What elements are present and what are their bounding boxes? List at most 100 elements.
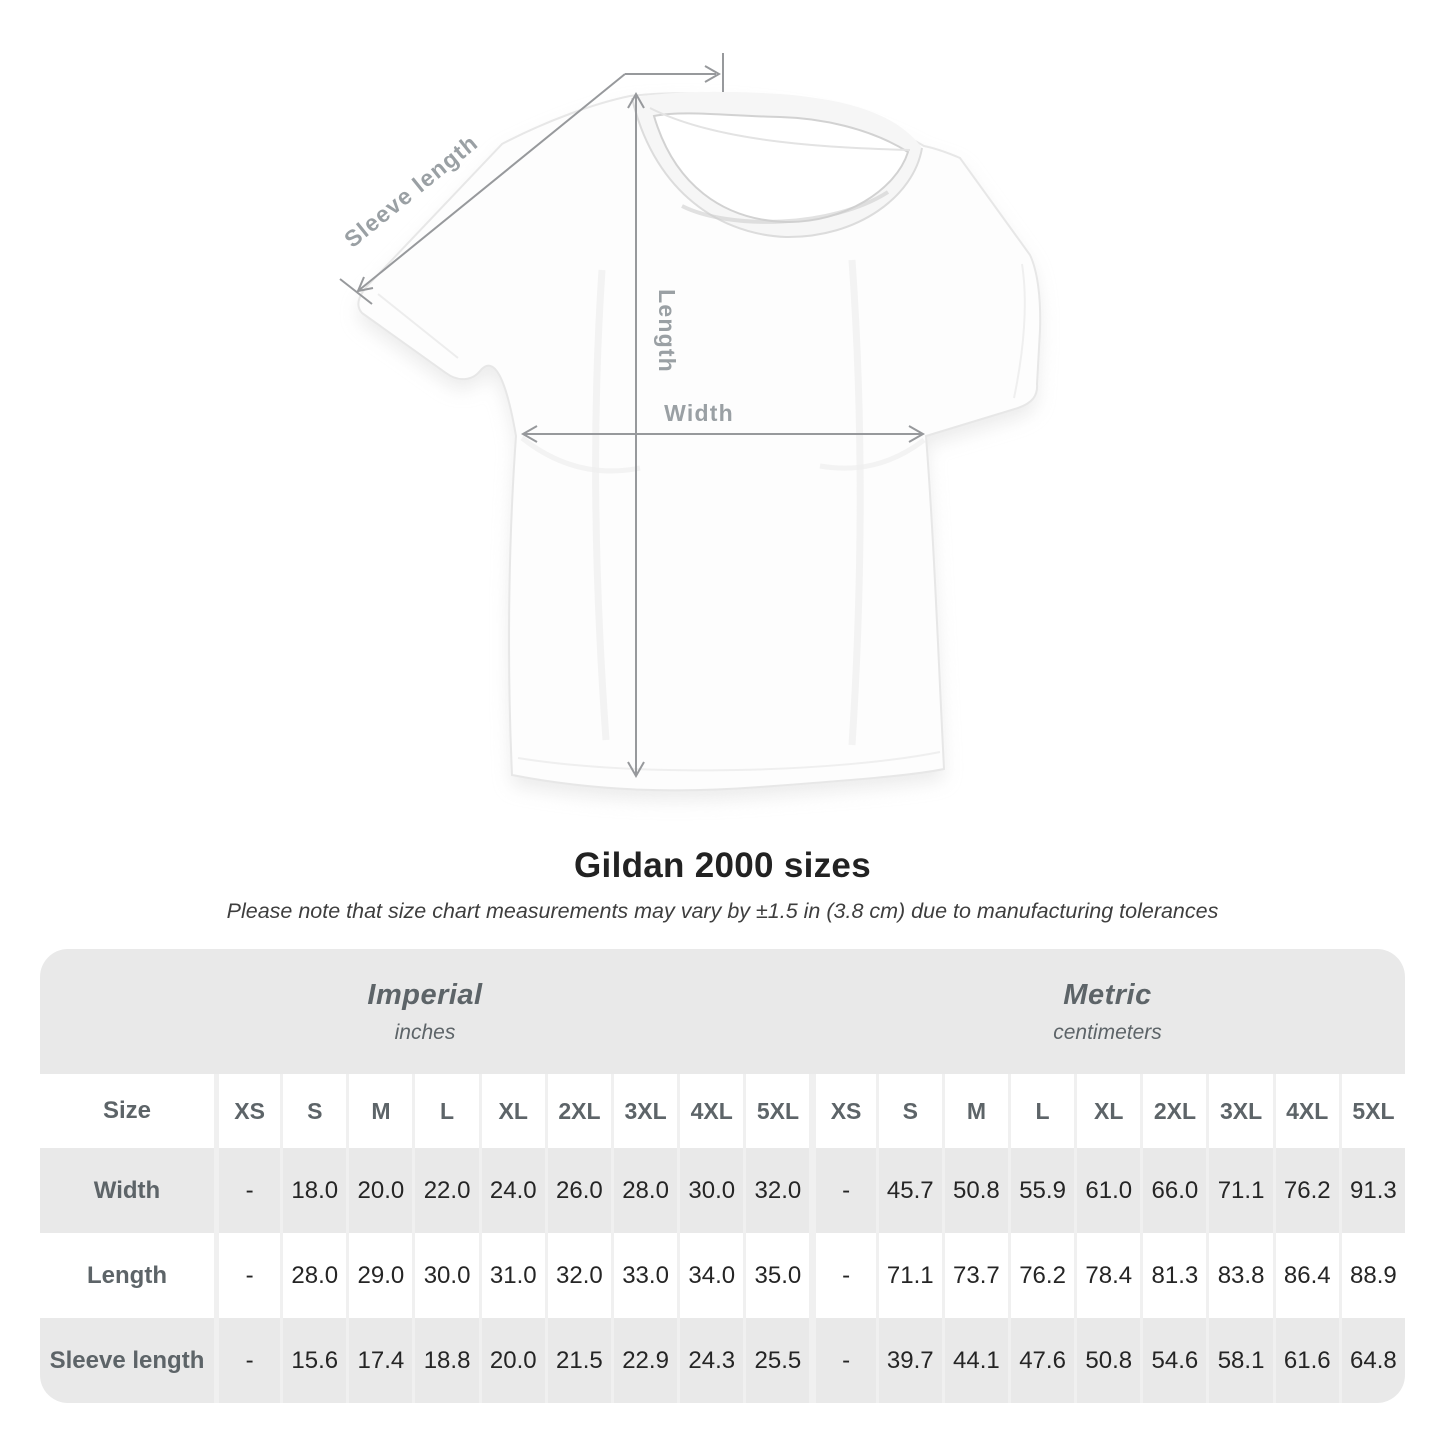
table-cell: 18.8 (412, 1318, 478, 1403)
table-cell: 61.0 (1074, 1148, 1140, 1233)
table-cell: 32.0 (743, 1148, 809, 1233)
table-cell: 20.0 (478, 1318, 545, 1403)
width-row: Width - 18.0 20.0 22.0 24.0 26.0 28.0 30… (40, 1148, 1405, 1233)
table-cell: 64.8 (1338, 1318, 1405, 1403)
size-header: 2XL (544, 1074, 611, 1148)
left-cuff-seam (377, 293, 459, 359)
size-header: XL (1074, 1074, 1140, 1148)
table-cell: 45.7 (875, 1148, 942, 1233)
table-cell: 58.1 (1206, 1318, 1272, 1403)
table-cell: 26.0 (544, 1148, 611, 1233)
page-title: Gildan 2000 sizes (574, 846, 871, 885)
table-cell: 55.9 (1007, 1148, 1074, 1233)
table-cell: 33.0 (610, 1233, 677, 1318)
row-label-length: Length (87, 1261, 167, 1289)
table-cell: 30.0 (677, 1148, 743, 1233)
table-cell: 39.7 (875, 1318, 942, 1403)
size-header: M (941, 1074, 1008, 1148)
table-cell: 31.0 (478, 1233, 545, 1318)
table-cell: 78.4 (1074, 1233, 1140, 1318)
collar-inner-seam (652, 112, 910, 224)
size-header: 2XL (1140, 1074, 1206, 1148)
table-cell: 76.2 (1007, 1233, 1074, 1318)
tshirt-photo (357, 91, 1042, 792)
table-cell: - (809, 1318, 875, 1403)
fold-line-left (592, 269, 610, 741)
hem-seam (517, 751, 941, 772)
table-cell: 28.0 (280, 1233, 346, 1318)
imperial-section-header: Imperial inches (40, 949, 810, 1074)
table-cell: 25.5 (743, 1318, 809, 1403)
table-cell: 83.8 (1206, 1233, 1272, 1318)
table-cell: 71.1 (1206, 1148, 1272, 1233)
size-header: XS (809, 1074, 875, 1148)
table-cell: 66.0 (1140, 1148, 1206, 1233)
size-header: 4XL (1272, 1074, 1339, 1148)
table-cell: 86.4 (1272, 1233, 1339, 1318)
table-cell: 17.4 (346, 1318, 412, 1403)
size-column-header: Size (102, 1097, 152, 1124)
row-label-sleeve-length: Sleeve length (49, 1346, 205, 1374)
table-cell: 47.6 (1007, 1318, 1074, 1403)
table-cell: 34.0 (677, 1233, 743, 1318)
table-cell: 44.1 (941, 1318, 1008, 1403)
size-header: L (412, 1074, 478, 1148)
right-cuff-seam (1013, 263, 1026, 399)
size-chart-table: Imperial inches Metric centimeters Size … (40, 949, 1405, 1403)
size-header: M (346, 1074, 412, 1148)
size-header-row: Size XS S M L XL 2XL 3XL 4XL 5XL XS S M … (40, 1074, 1405, 1148)
table-cell: 30.0 (412, 1233, 478, 1318)
row-label-width: Width (93, 1176, 161, 1204)
table-cell: - (214, 1233, 280, 1318)
length-dimension-label: Length (654, 289, 680, 373)
table-cell: 29.0 (346, 1233, 412, 1318)
size-header: XS (214, 1074, 280, 1148)
width-dimension-line (520, 425, 926, 443)
table-cell: 24.3 (677, 1318, 743, 1403)
size-header: 3XL (610, 1074, 677, 1148)
table-cell: 24.0 (478, 1148, 545, 1233)
table-cell: - (214, 1318, 280, 1403)
imperial-title: Imperial (367, 978, 483, 1011)
back-collar-seam (649, 107, 911, 151)
sleeve-length-row: Sleeve length - 15.6 17.4 18.8 20.0 21.5… (40, 1318, 1405, 1403)
underarm-shadow-right (819, 438, 926, 471)
size-header: 5XL (743, 1074, 809, 1148)
size-header: 3XL (1206, 1074, 1272, 1148)
metric-title: Metric (1063, 978, 1152, 1011)
unit-header-row: Imperial inches Metric centimeters (40, 949, 1405, 1074)
table-cell: 22.0 (412, 1148, 478, 1233)
metric-unit: centimeters (1053, 1020, 1162, 1044)
size-header: 5XL (1338, 1074, 1405, 1148)
tolerance-note: Please note that size chart measurements… (226, 899, 1219, 923)
table-cell: 18.0 (280, 1148, 346, 1233)
size-header: XL (478, 1074, 545, 1148)
sleeve-length-dimension-line (339, 53, 724, 305)
metric-section-header: Metric centimeters (810, 949, 1405, 1074)
neckline-shadow (681, 190, 890, 224)
table-cell: 76.2 (1272, 1148, 1339, 1233)
tshirt-measurement-diagram: Sleeve length Length Width (339, 53, 1042, 801)
table-cell: 22.9 (610, 1318, 677, 1403)
size-header: S (280, 1074, 346, 1148)
table-cell: 50.8 (941, 1148, 1008, 1233)
underarm-shadow-left (520, 436, 641, 474)
table-cell: 88.9 (1338, 1233, 1405, 1318)
width-dimension-label: Width (664, 400, 734, 426)
fold-line-right (848, 259, 864, 746)
table-cell: 35.0 (743, 1233, 809, 1318)
table-cell: 61.6 (1272, 1318, 1339, 1403)
table-cell: 21.5 (544, 1318, 611, 1403)
table-cell: - (214, 1148, 280, 1233)
size-header: S (875, 1074, 942, 1148)
table-cell: 20.0 (346, 1148, 412, 1233)
table-cell: 32.0 (544, 1233, 611, 1318)
table-cell: - (809, 1148, 875, 1233)
length-row: Length - 28.0 29.0 30.0 31.0 32.0 33.0 3… (40, 1233, 1405, 1318)
size-header: 4XL (677, 1074, 743, 1148)
size-header: L (1007, 1074, 1074, 1148)
table-cell: 91.3 (1338, 1148, 1405, 1233)
table-cell: 28.0 (610, 1148, 677, 1233)
table-cell: 73.7 (941, 1233, 1008, 1318)
